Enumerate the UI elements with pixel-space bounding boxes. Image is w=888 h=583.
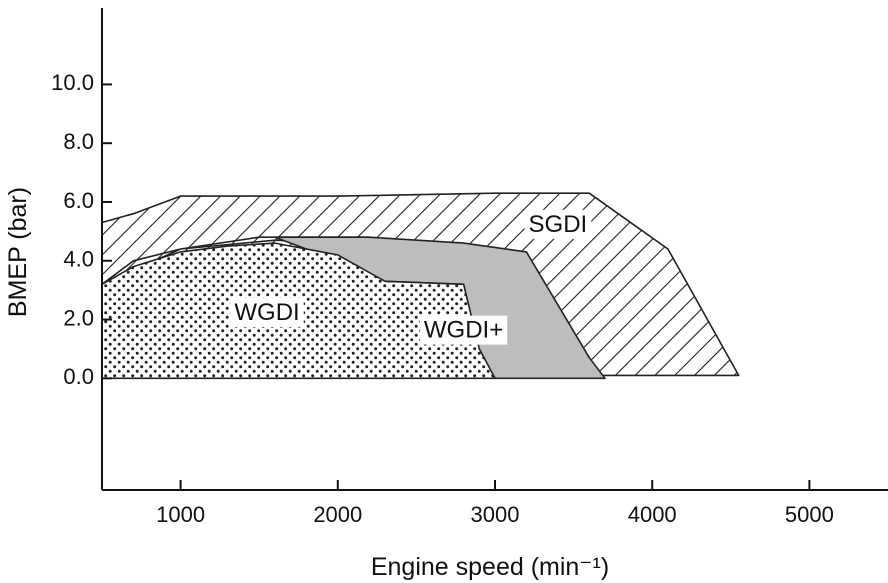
region-label-bg-wgdi (230, 298, 304, 328)
y-tick-label: 8.0 (63, 129, 94, 154)
region-label-wgdi-plus: WGDI+ (424, 317, 503, 344)
x-axis-title: Engine speed (min⁻¹) (371, 553, 609, 581)
region-label-wgdi: WGDI (234, 299, 299, 326)
region-labels-layer: SGDI WGDI+ WGDI (230, 209, 592, 345)
y-ticks: 0.0 2.0 4.0 6.0 8.0 10.0 (51, 70, 112, 389)
y-tick-label: 0.0 (63, 364, 94, 389)
region-label-bg-sgdi (524, 209, 592, 239)
y-tick-label: 6.0 (63, 188, 94, 213)
region-label-sgdi: SGDI (529, 211, 588, 238)
x-ticks: 1000 2000 3000 4000 5000 (156, 480, 834, 527)
regions-layer (101, 192, 740, 380)
region-label-bg-wgdi-plus (419, 315, 508, 345)
y-axis-title: BMEP (bar) (4, 187, 32, 317)
x-tick-label: 5000 (785, 502, 834, 527)
x-tick-label: 4000 (628, 502, 677, 527)
y-tick-label: 2.0 (63, 305, 94, 330)
y-tick-label: 4.0 (63, 247, 94, 272)
x-tick-label: 1000 (156, 502, 205, 527)
x-tick-label: 2000 (313, 502, 362, 527)
y-tick-label: 10.0 (51, 70, 94, 95)
x-tick-label: 3000 (471, 502, 520, 527)
